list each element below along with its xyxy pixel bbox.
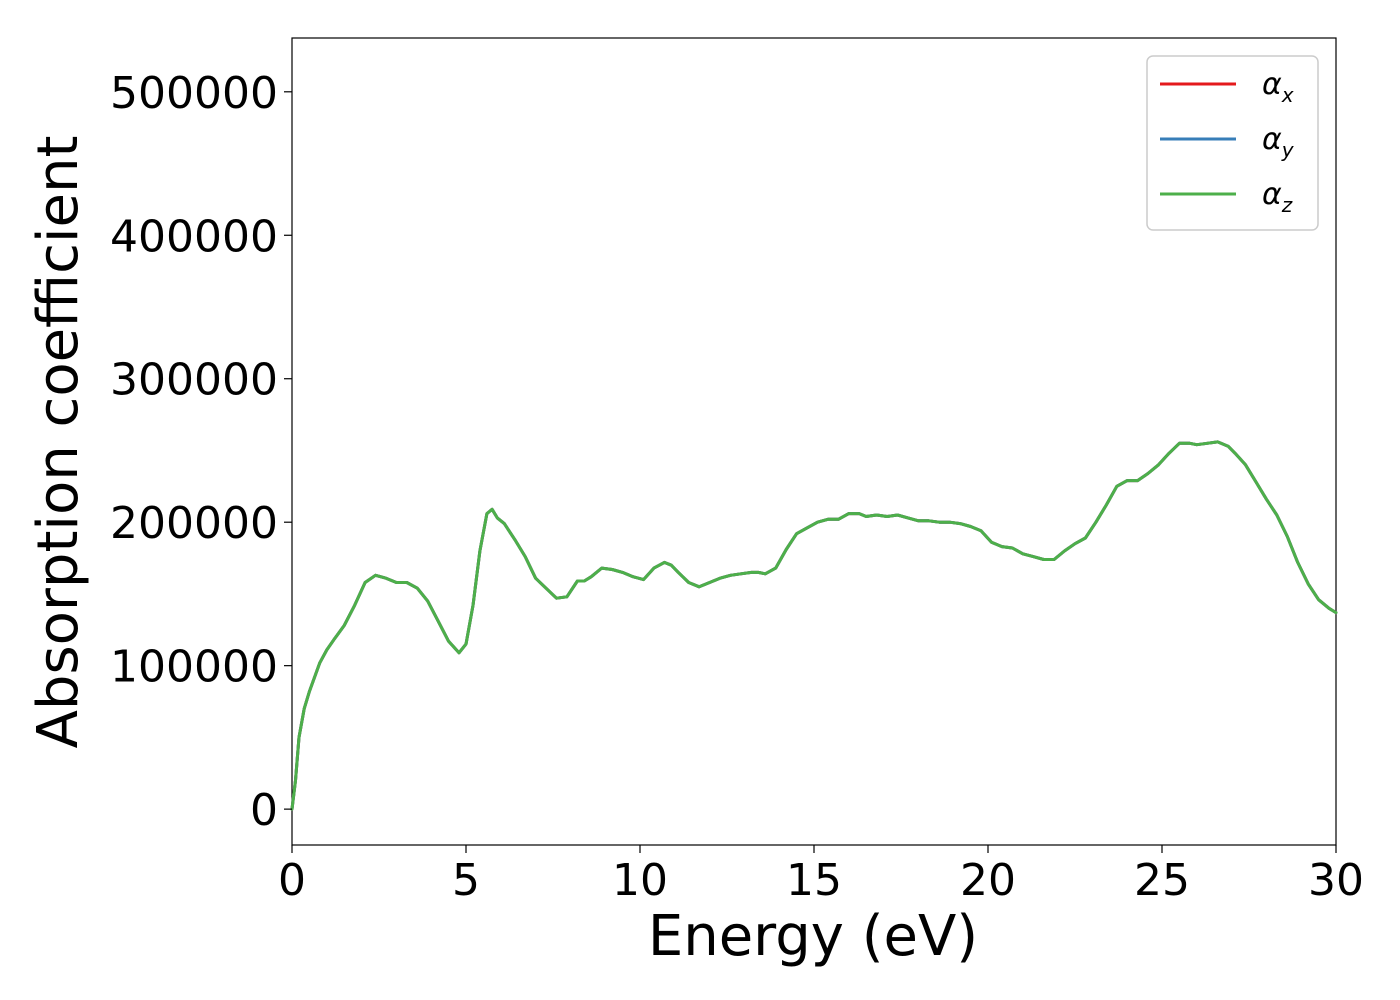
- y-axis: 0 100000 200000 300000 400000 500000: [110, 68, 292, 836]
- y-tick-label: 300000: [110, 355, 278, 406]
- y-tick-label: 400000: [110, 211, 278, 262]
- y-tick-label: 200000: [110, 498, 278, 549]
- x-tick-label: 10: [612, 855, 668, 906]
- series-layer: [290, 440, 1338, 811]
- y-tick-label: 500000: [110, 68, 278, 119]
- series-line-z: [290, 440, 1338, 811]
- series-line-y: [290, 440, 1338, 811]
- x-tick-label: 5: [452, 855, 480, 906]
- x-tick-label: 25: [1134, 855, 1190, 906]
- y-tick-label: 100000: [110, 642, 278, 693]
- x-tick-label: 20: [960, 855, 1016, 906]
- series-line-x: [290, 440, 1338, 811]
- x-tick-label: 0: [278, 855, 306, 906]
- x-tick-label: 15: [786, 855, 842, 906]
- x-axis: 0 5 10 15 20 25 30: [278, 845, 1364, 906]
- y-axis-label: Absorption coefficient: [26, 136, 91, 749]
- x-axis-label: Energy (eV): [648, 904, 978, 969]
- legend-label: αx: [1262, 67, 1294, 107]
- x-tick-label: 30: [1308, 855, 1364, 906]
- legend-label: αz: [1262, 177, 1293, 217]
- legend: αx αy αz: [1146, 55, 1319, 231]
- legend-box: [1146, 55, 1319, 231]
- legend-label: αy: [1262, 122, 1295, 162]
- y-tick-label: 0: [250, 785, 278, 836]
